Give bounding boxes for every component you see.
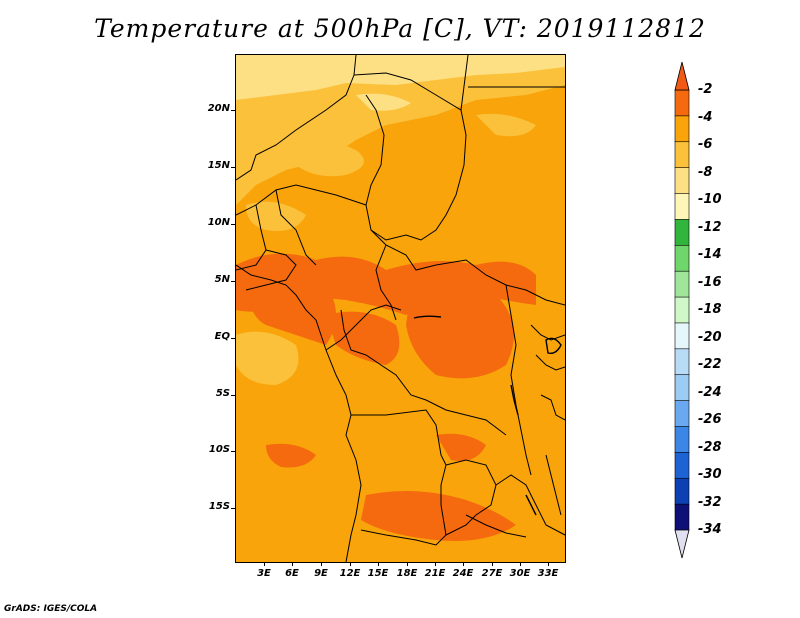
colorbar-cell: [674, 296, 690, 324]
country-borders: [236, 55, 565, 562]
lat-tick: [231, 224, 235, 225]
lat-label-10n: 10N: [207, 217, 230, 228]
map-title: Temperature at 500hPa [C], VT: 201911281…: [94, 14, 706, 43]
colorbar-cell: [674, 452, 690, 479]
lat-label-15s: 15S: [208, 501, 230, 512]
colorbar-cell: [674, 426, 690, 453]
colorbar-level-label: -24: [698, 384, 722, 400]
lat-tick: [231, 338, 235, 339]
lake-victoria: [545, 337, 562, 355]
lon-label-12e: 12E: [339, 568, 361, 579]
region-dark-angola-west: [266, 443, 316, 468]
lon-tick: [520, 562, 521, 566]
region-light-patch-4: [236, 331, 299, 385]
lon-tick: [350, 562, 351, 566]
lon-tick: [548, 562, 549, 566]
lon-label-3e: 3E: [257, 568, 271, 579]
lon-label-15e: 15E: [367, 568, 389, 579]
lon-label-6e: 6E: [285, 568, 299, 579]
colorbar-cell: [674, 270, 690, 298]
map-svg: [236, 55, 565, 562]
lon-tick: [321, 562, 322, 566]
lat-tick: [231, 281, 235, 282]
lon-tick: [264, 562, 265, 566]
lon-label-21e: 21E: [424, 568, 446, 579]
colorbar-level-label: -18: [698, 302, 722, 317]
lat-label-10s: 10S: [208, 444, 230, 455]
lake-malawi: [525, 494, 537, 516]
lat-tick: [231, 395, 235, 396]
colorbar-cell: [674, 244, 690, 272]
colorbar-level-label: -10: [698, 192, 722, 207]
region-dark-band-north: [236, 253, 536, 315]
colorbar-level-label: -8: [698, 164, 713, 180]
colorbar-level-label: -2: [698, 82, 713, 97]
colorbar-cell: [674, 503, 690, 531]
region-light-patch-2: [246, 201, 306, 231]
colorbar-cell: [674, 374, 690, 402]
lon-label-9e: 9E: [314, 568, 328, 579]
lat-tick: [231, 167, 235, 168]
colorbar-cell: [674, 400, 690, 428]
lon-label-30e: 30E: [509, 568, 531, 579]
colorbar-cell: [674, 477, 690, 505]
colorbar-level-label: -6: [698, 137, 713, 152]
lon-tick: [292, 562, 293, 566]
colorbar-level-label: -12: [698, 219, 722, 235]
colorbar-cell: [674, 219, 690, 246]
lake-1: [413, 315, 442, 319]
region-dark-south: [361, 491, 516, 541]
colorbar-level-label: -14: [698, 247, 722, 262]
region-dark-katanga: [436, 433, 486, 461]
colorbar-level-label: -22: [698, 357, 722, 372]
colorbar-cell: [674, 193, 690, 221]
colorbar: [674, 61, 690, 559]
lat-tick: [231, 110, 235, 111]
colorbar-cell: [674, 167, 690, 195]
lon-label-18e: 18E: [396, 568, 418, 579]
lon-label-33e: 33E: [537, 568, 559, 579]
colorbar-cell: [674, 89, 690, 117]
colorbar-cell: [674, 141, 690, 169]
lon-tick: [463, 562, 464, 566]
region-pale-patch: [356, 93, 411, 111]
lat-tick: [231, 508, 235, 509]
lat-label-5s: 5S: [215, 388, 230, 399]
temperature-map: [236, 55, 565, 562]
lat-label-5n: 5N: [214, 274, 230, 285]
region-light-patch-3: [476, 113, 536, 137]
lon-tick: [492, 562, 493, 566]
lake-tanganyika: [510, 384, 519, 416]
lat-label-20n: 20N: [207, 103, 230, 114]
lon-label-24e: 24E: [452, 568, 474, 579]
lakes: [413, 315, 562, 516]
region-dark-west: [246, 271, 336, 345]
lon-tick: [378, 562, 379, 566]
lon-tick: [407, 562, 408, 566]
lat-label-15n: 15N: [207, 160, 230, 171]
colorbar-bottom-arrow: [674, 529, 690, 559]
region-north-light: [236, 55, 565, 205]
colorbar-top-arrow: [674, 61, 690, 91]
colorbar-level-label: -16: [698, 274, 722, 290]
lon-tick: [435, 562, 436, 566]
lat-label-eq: EQ: [214, 331, 230, 342]
colorbar-level-label: -32: [698, 494, 722, 510]
colorbar-cell: [674, 115, 690, 143]
credit-text: GrADS: IGES/COLA: [4, 604, 98, 614]
region-dark-congo: [406, 283, 514, 379]
lat-tick: [231, 451, 235, 452]
lon-label-27e: 27E: [481, 568, 503, 579]
colorbar-level-label: -28: [698, 439, 722, 455]
colorbar-cell: [674, 348, 690, 376]
colorbar-level-label: -30: [698, 467, 722, 482]
colorbar-level-label: -4: [698, 109, 713, 125]
region-light-patch-1: [296, 142, 364, 177]
region-dark-gabon: [326, 311, 400, 365]
colorbar-level-label: -26: [698, 412, 722, 427]
colorbar-level-label: -34: [698, 522, 722, 537]
colorbar-level-label: -20: [698, 329, 722, 345]
colorbar-cell: [674, 322, 690, 350]
